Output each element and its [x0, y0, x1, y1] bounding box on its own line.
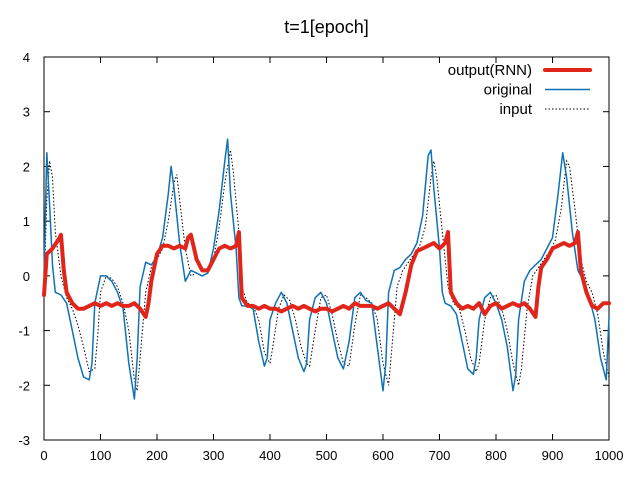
y-tick-label: 1: [23, 214, 30, 229]
series-layer: [42, 138, 611, 400]
x-tick-label: 900: [542, 448, 564, 463]
y-tick-label: -2: [18, 378, 30, 393]
legend-label-input: input: [499, 101, 532, 118]
legend-label-output-rnn: output(RNN): [448, 62, 532, 79]
x-tick-label: 500: [316, 448, 338, 463]
y-tick-label: 3: [23, 105, 30, 120]
y-tick-label: 0: [23, 269, 30, 284]
y-tick-label: -3: [18, 433, 30, 448]
series-line-original: [43, 138, 610, 400]
y-tick-label: -1: [18, 324, 30, 339]
x-tick-label: 100: [90, 448, 112, 463]
x-tick-label: 700: [429, 448, 451, 463]
series-line-input: [43, 149, 610, 391]
axis-ticks: 0 100 200 300 400 500 600 700 800 900 1000 -3 -2 -1 0 1…: [18, 50, 623, 463]
x-tick-label: 1000: [595, 448, 624, 463]
legend-label-original: original: [484, 82, 532, 99]
x-tick-label: 200: [146, 448, 168, 463]
x-tick-label: 0: [40, 448, 47, 463]
legend: output(RNN) original input: [448, 62, 592, 118]
chart-title: t=1[epoch]: [284, 17, 369, 37]
series-line-output-rnn: [42, 230, 611, 319]
x-tick-label: 800: [485, 448, 507, 463]
x-tick-label: 300: [203, 448, 225, 463]
y-tick-label: 2: [23, 159, 30, 174]
x-tick-label: 400: [259, 448, 281, 463]
x-tick-label: 600: [372, 448, 394, 463]
y-tick-label: 4: [23, 50, 30, 65]
